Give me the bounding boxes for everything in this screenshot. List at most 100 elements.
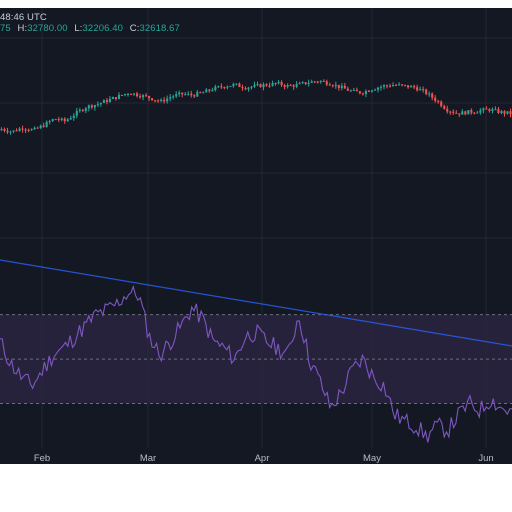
candle-body [157,100,160,102]
candle-body [364,91,367,95]
candle-body [319,80,322,82]
rsi-levels [0,314,512,405]
candle-body [485,108,488,110]
candle-body [196,92,199,97]
candle-body [461,111,464,115]
candle-body [446,108,449,112]
candle-body [385,85,389,87]
trading-chart-panel[interactable]: Feb Mar Apr May Jun 48:46 UTC 75 H:32780.00 … [0,8,512,464]
candle-body [108,98,111,102]
close-value: 32618.67 [139,23,180,34]
candle-body [241,87,244,89]
candle-body [21,128,24,130]
candle-body [494,109,497,111]
candle-body [3,129,6,131]
candle-body [114,97,118,99]
candle-body [172,96,175,98]
candle-body [295,84,298,87]
candle-body [229,85,232,87]
candle-body [467,110,470,115]
candle-body [259,84,262,88]
candle-body [419,89,422,91]
candle-body [268,85,271,87]
candle-body [401,84,404,86]
candle-body [181,92,184,95]
candle-body [208,89,211,91]
candle-body [506,111,509,114]
candle-body [111,97,114,99]
low-label: L: [74,23,83,34]
candle-body [250,86,253,88]
candle-body [262,84,265,88]
candle-body [367,91,370,93]
candle-body [220,86,223,88]
candle-body [370,90,374,92]
candle-body [488,109,491,111]
candle-body [428,93,431,95]
candle-body [382,85,386,87]
candle-body [337,84,340,88]
candle-body [102,100,105,103]
candle-body [214,86,217,91]
candle-body [334,84,337,87]
candle-body [90,105,93,108]
candle-body [431,93,434,98]
candle-body [54,119,57,121]
candle-body [235,83,238,85]
candle-body [184,94,187,96]
candle-body [166,98,169,102]
candle-body [328,84,331,86]
candle-body [24,129,27,131]
candle-body [355,89,358,92]
candle-body [398,84,401,86]
candle-body [422,89,425,91]
candle-body [473,112,476,114]
candle-body [72,115,75,119]
candle-body [123,94,127,96]
candle-body [256,84,259,86]
candle-body [410,86,413,88]
candle-body [42,125,45,127]
candle-body [283,85,286,87]
candle-body [313,81,316,83]
candle-body [437,100,440,102]
candle-body [298,83,301,85]
candle-body [163,99,166,102]
candle-body [500,111,503,114]
x-axis-label: Mar [140,453,156,464]
candle-body [253,84,256,87]
candle-body [331,85,334,87]
candle-body [132,93,136,95]
candle-body [51,119,54,122]
candle-body [238,83,241,88]
candle-body [407,85,410,88]
low-value: 32206.40 [82,23,123,34]
candle-body [404,84,407,86]
candle-body [15,130,18,132]
candle-body [142,95,145,98]
candle-body [491,109,494,111]
chart-canvas[interactable]: Feb Mar Apr May Jun [0,8,512,464]
candle-body [286,85,289,87]
candle-body [452,111,455,113]
candle-body [154,100,157,102]
ohlc-header: 48:46 UTC 75 H:32780.00 L:32206.40 C:326… [0,12,184,34]
candle-body [178,92,181,95]
candle-body [36,127,39,129]
candle-body [464,111,467,115]
candle-body [346,88,349,91]
candle-body [325,81,328,85]
candle-body [289,85,292,87]
header-time: 48:46 UTC [0,12,47,23]
candle-body [455,112,458,114]
trend-line[interactable] [0,259,512,347]
x-axis-label: Feb [34,453,50,464]
candle-body [440,101,443,107]
candle-body [391,85,395,87]
rsi-band [0,314,512,404]
candle-body [217,86,220,88]
candle-body [39,125,42,128]
candle-body [434,97,437,101]
candle-body [376,87,380,90]
candle-body [388,85,392,87]
